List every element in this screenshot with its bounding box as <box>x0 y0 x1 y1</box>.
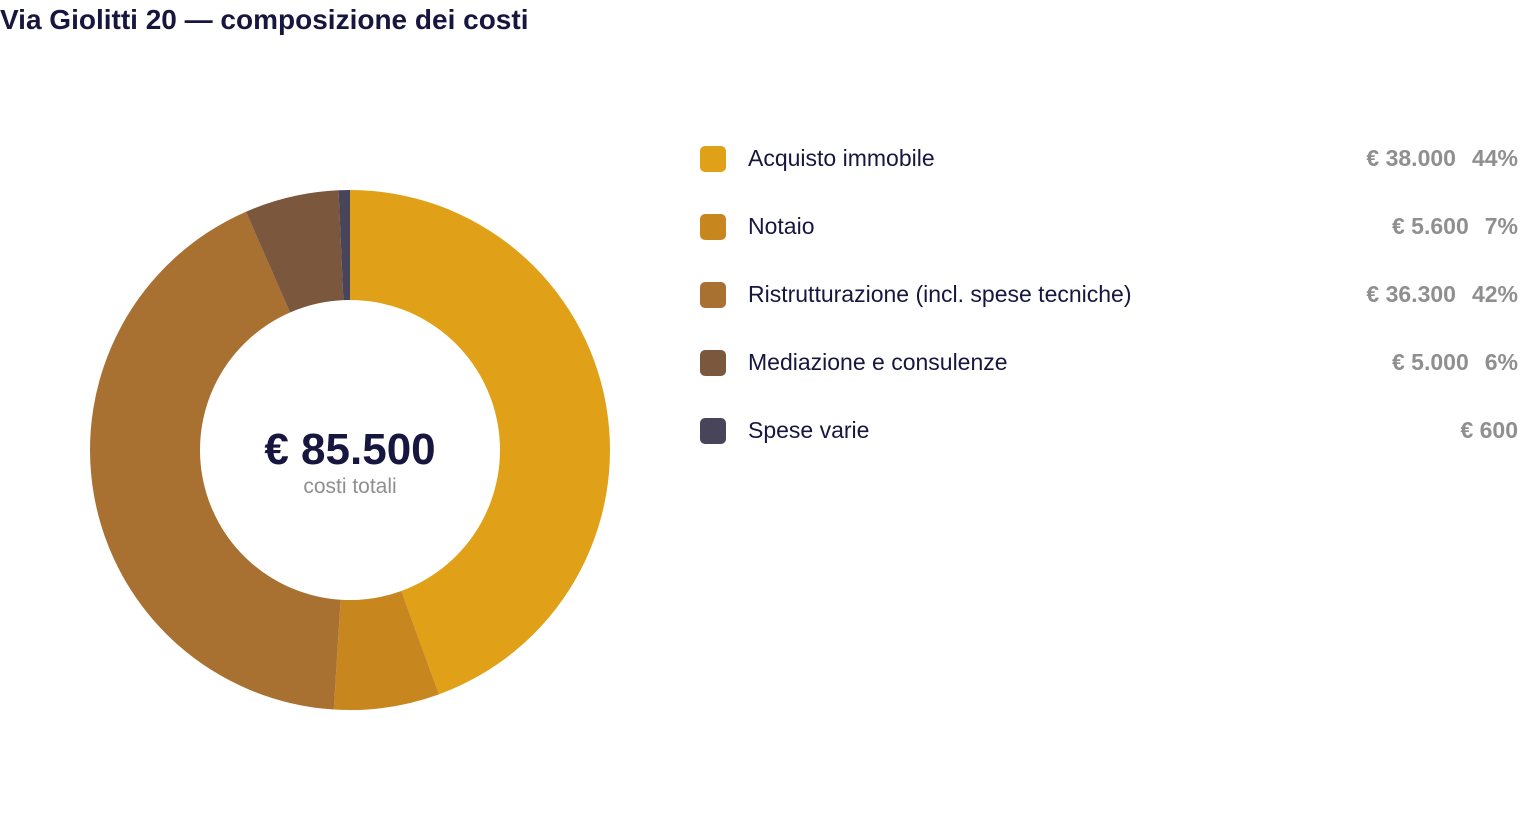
donut-slice <box>350 190 611 695</box>
legend-swatch <box>700 418 726 444</box>
legend-amount: € 36.300 <box>1366 281 1456 307</box>
legend-swatch <box>700 282 726 308</box>
page-title: Via Giolitti 20 — composizione dei costi <box>0 4 529 35</box>
legend-values: € 5.000 6% <box>1392 346 1518 378</box>
legend-label: Acquisto immobile <box>748 145 935 171</box>
donut-slice <box>333 590 439 710</box>
legend-swatch <box>700 350 726 376</box>
donut-chart <box>90 190 611 710</box>
donut-slice <box>338 190 350 301</box>
legend-item: Acquisto immobile € 38.000 44% <box>700 136 1520 204</box>
legend-label: Mediazione e consulenze <box>748 349 1008 375</box>
legend-values: € 36.300 42% <box>1366 278 1518 310</box>
donut-slice <box>245 190 344 313</box>
legend-percent: 42% <box>1471 281 1518 307</box>
legend-label: Spese varie <box>748 417 870 443</box>
legend-percent: 7% <box>1484 213 1518 239</box>
legend-percent: 44% <box>1471 145 1518 171</box>
legend-amount: € 5.000 <box>1392 349 1469 375</box>
legend-item: Notaio € 5.600 7% <box>700 204 1520 272</box>
legend-swatch <box>700 146 726 172</box>
legend-amount: € 5.600 <box>1392 213 1469 239</box>
legend-swatch <box>700 214 726 240</box>
legend-item: Mediazione e consulenze € 5.000 6% <box>700 340 1520 408</box>
legend-values: € 600 <box>1460 414 1518 446</box>
legend-label: Notaio <box>748 213 815 239</box>
total-value: € 85.500 <box>264 425 436 474</box>
legend-amount: € 600 <box>1460 417 1518 443</box>
donut-slice <box>90 211 341 710</box>
total-label: costi totali <box>303 475 397 498</box>
legend-item: Ristrutturazione (incl. spese tecniche) €… <box>700 272 1520 340</box>
legend-percent: 6% <box>1484 349 1518 375</box>
legend-amount: € 38.000 <box>1366 145 1456 171</box>
legend: Acquisto immobile € 38.000 44% Notaio € 5.60… <box>700 136 1520 476</box>
legend-item: Spese varie € 600 <box>700 408 1520 476</box>
legend-label: Ristrutturazione (incl. spese tecniche) <box>748 281 1132 307</box>
legend-values: € 38.000 44% <box>1366 142 1518 174</box>
legend-values: € 5.600 7% <box>1392 210 1518 242</box>
